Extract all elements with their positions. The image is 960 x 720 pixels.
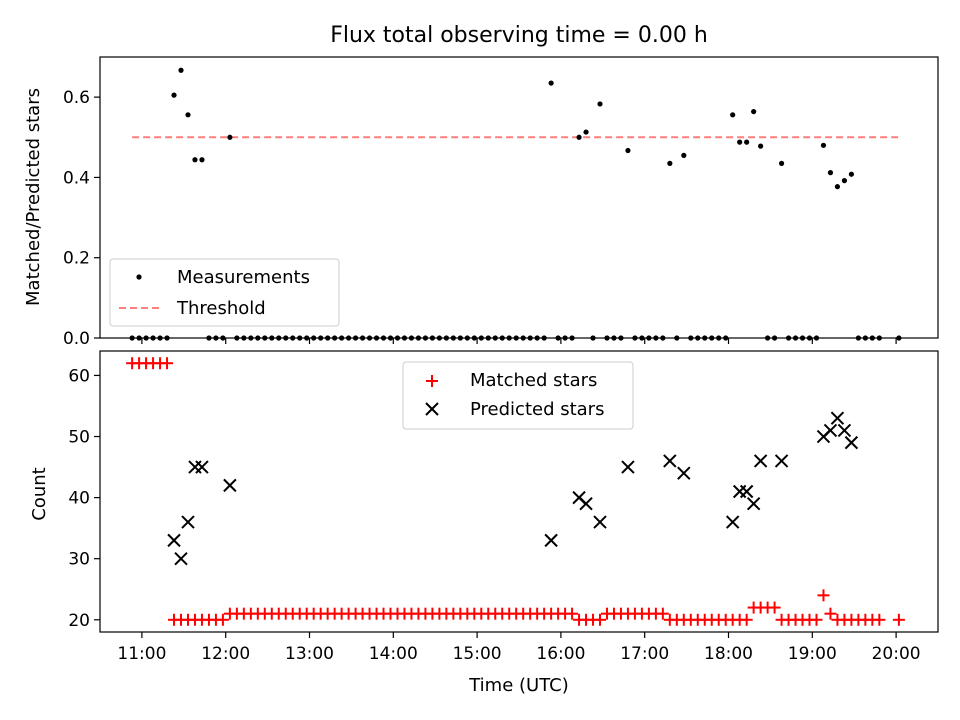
predicted-stars-point	[753, 454, 768, 468]
top-y-tick-label: 0.0	[63, 329, 90, 349]
predicted-stars-point	[823, 423, 838, 438]
predicted-stars-point	[181, 515, 195, 529]
x-tick-label: 19:00	[788, 644, 837, 664]
top-plot-frame	[99, 56, 939, 339]
matched-stars-legend-label: Matched stars	[470, 370, 597, 391]
x-axis-label: Time (UTC)	[468, 675, 569, 696]
matched-stars-point	[656, 607, 669, 620]
bottom-plot-frame	[99, 350, 939, 633]
x-tick-label: 18:00	[704, 644, 753, 664]
measurement-point	[576, 134, 582, 140]
bottom-y-tick-label: 20	[68, 611, 90, 631]
measurement-point	[751, 108, 757, 115]
measurement-point	[171, 92, 177, 98]
measurements-legend-label: Measurements	[177, 267, 310, 288]
x-tick-label: 13:00	[285, 644, 334, 664]
predicted-stars-point	[579, 497, 593, 511]
measurement-point	[744, 139, 750, 145]
bottom-axis-ticks: 20 30 40 50 60 11:00 12:00 13:00 14:00 15:00 16:00…	[68, 366, 920, 664]
threshold-legend-label: Threshold	[176, 298, 266, 319]
bottom-y-tick-label: 60	[68, 366, 90, 386]
predicted-stars-point	[663, 454, 677, 468]
matched-stars-point	[810, 613, 823, 626]
measurement-point	[834, 184, 841, 190]
x-tick-label: 14:00	[369, 644, 418, 664]
bottom-legend-box	[402, 361, 634, 430]
measurement-point	[758, 143, 764, 149]
measurement-point	[730, 112, 736, 118]
measurement-point	[681, 152, 687, 158]
predicted-stars-legend-label: Predicted stars	[470, 399, 604, 420]
measurement-point	[841, 178, 848, 184]
top-y-tick-label: 0.2	[63, 249, 90, 269]
x-tick-label: 20:00	[872, 644, 921, 664]
predicted-stars-point	[593, 515, 607, 529]
measurement-point	[737, 139, 743, 145]
predicted-stars-point	[830, 411, 845, 425]
predicted-stars-point	[223, 478, 237, 493]
top-axis-ticks: 0.0 0.2 0.4 0.6	[63, 88, 897, 349]
matched-stars-point	[740, 613, 753, 626]
measurement-point	[778, 160, 785, 166]
top-y-axis-label: Matched/Predicted stars	[23, 88, 44, 306]
predicted-stars-point	[195, 460, 209, 474]
measurement-point	[583, 129, 589, 135]
measurement-point	[848, 171, 855, 177]
measurement-point	[667, 160, 673, 166]
predicted-stars-point	[774, 454, 789, 468]
predicted-stars-point	[167, 533, 181, 548]
measurements-legend-marker	[136, 274, 142, 280]
matched-stars-point	[824, 607, 837, 620]
bottom-y-tick-label: 30	[68, 550, 90, 570]
predicted-stars-point	[837, 423, 852, 438]
x-tick-label: 12:00	[201, 644, 250, 664]
predicted-stars-point	[844, 435, 859, 450]
bottom-y-axis-label: Count	[29, 467, 50, 520]
top-legend: Measurements Threshold	[109, 258, 340, 327]
x-tick-label: 15:00	[453, 644, 502, 664]
measurement-point	[597, 101, 603, 107]
matched-stars-point	[594, 613, 607, 626]
matched-stars-point	[892, 613, 905, 626]
predicted-stars-point	[621, 460, 635, 474]
matched-stars-point	[817, 589, 830, 602]
predicted-stars-point	[739, 484, 754, 499]
matched-stars-point	[873, 613, 886, 626]
measurement-point	[185, 112, 191, 118]
matched-stars-point	[768, 601, 781, 614]
measurement-point	[625, 147, 631, 154]
measurement-point	[178, 67, 184, 73]
top-legend-box	[109, 258, 340, 327]
measurement-point	[199, 157, 205, 163]
bottom-plot-marks	[126, 357, 905, 626]
bottom-legend: Matched stars Predicted stars	[402, 361, 634, 430]
x-tick-label: 17:00	[620, 644, 669, 664]
measurement-point	[548, 80, 554, 86]
top-y-tick-label: 0.6	[63, 88, 90, 108]
matched-stars-point	[216, 613, 229, 626]
matched-stars-legend-marker	[426, 375, 438, 387]
top-y-tick-label: 0.4	[63, 168, 90, 188]
bottom-y-tick-label: 50	[68, 428, 90, 448]
x-tick-label: 16:00	[536, 644, 585, 664]
predicted-stars-point	[725, 515, 740, 529]
predicted-stars-point	[746, 497, 761, 511]
predicted-stars-point	[174, 551, 188, 566]
measurement-point	[827, 170, 834, 176]
predicted-stars-point	[544, 533, 558, 548]
measurement-point	[192, 157, 198, 163]
measurement-point	[227, 134, 233, 140]
x-tick-label: 11:00	[117, 644, 166, 664]
matched-stars-point	[161, 357, 174, 370]
bottom-y-tick-label: 40	[68, 489, 90, 509]
matched-stars-point	[566, 607, 579, 620]
predicted-stars-point	[677, 466, 691, 480]
chart-title: Flux total observing time = 0.00 h	[330, 23, 708, 48]
predicted-stars-legend-marker	[425, 402, 439, 416]
measurement-point	[820, 142, 827, 148]
top-plot-marks	[129, 67, 902, 341]
